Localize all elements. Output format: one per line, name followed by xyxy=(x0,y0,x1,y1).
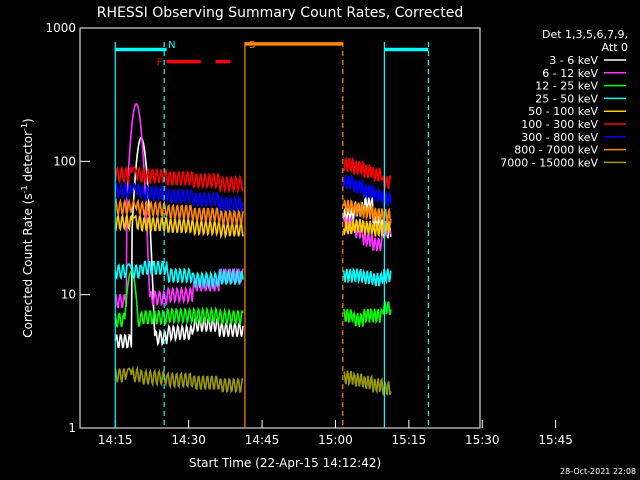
y-axis-label-sup2: -1 xyxy=(20,123,29,131)
legend-entry-0: 3 - 6 keV xyxy=(549,54,598,67)
tick-marks: 14:15 14:30 14:45 15:00 15:15 15:30 15:45 1 10 10… xyxy=(45,21,573,447)
legend-entry-6: 300 - 800 keV xyxy=(521,131,598,144)
series-line-5-b xyxy=(342,156,392,190)
x-axis-label: Start Time (22-Apr-15 14:12:42) xyxy=(189,456,381,470)
series-lines xyxy=(114,102,392,396)
series-line-1-a xyxy=(114,102,244,309)
y-axis-label-sup1: -1 xyxy=(20,185,29,193)
y-axis-label-start: Corrected Count Rate (s xyxy=(21,193,35,337)
x-tick-label-0: 14:15 xyxy=(98,433,133,447)
y-tick-label-0: 1 xyxy=(68,421,76,435)
series-line-6-a xyxy=(114,181,244,214)
legend-entry-4: 50 - 100 keV xyxy=(528,105,598,118)
x-tick-label-3: 15:00 xyxy=(318,433,353,447)
y-tick-label-3: 1000 xyxy=(45,21,76,35)
x-tick-label-4: 15:15 xyxy=(392,433,427,447)
attenuator-markers: NSF xyxy=(114,40,430,428)
legend-entry-5: 100 - 300 keV xyxy=(521,118,598,131)
x-tick-label-6: 15:45 xyxy=(538,433,573,447)
footer-date: 28-Oct-2021 22:08 xyxy=(560,467,636,476)
vertical-marker-label-1: N xyxy=(168,40,175,51)
series-line-7-a xyxy=(114,197,244,227)
series-line-5-a xyxy=(114,165,244,194)
x-tick-label-2: 14:45 xyxy=(245,433,280,447)
legend-entry-1: 6 - 12 keV xyxy=(542,67,598,80)
y-axis-label-end: ) xyxy=(21,118,35,123)
series-line-4-a xyxy=(114,213,244,240)
series-line-2-b xyxy=(342,300,392,328)
series-line-3-a xyxy=(114,260,244,290)
y-tick-label-1: 10 xyxy=(61,288,76,302)
y-axis-label-mid: detector xyxy=(21,131,35,186)
legend-entry-8: 7000 - 15000 keV xyxy=(500,156,598,169)
series-line-6-b xyxy=(342,175,392,209)
legend-entry-7: 800 - 7000 keV xyxy=(514,144,598,157)
series-line-3-b xyxy=(342,267,392,287)
series-line-4-b xyxy=(342,218,392,238)
legend-entry-2: 12 - 25 keV xyxy=(535,80,598,93)
series-line-8-b xyxy=(343,370,392,396)
series-line-7-b xyxy=(342,199,392,224)
y-axis-label: Corrected Count Rate (s-1 detector-1) xyxy=(20,118,35,337)
series-line-2-a xyxy=(114,270,244,328)
series-line-8-a xyxy=(114,365,244,394)
x-tick-label-5: 15:30 xyxy=(465,433,500,447)
y-tick-label-2: 100 xyxy=(53,154,76,168)
chart-title: RHESSI Observing Summary Count Rates, Co… xyxy=(97,5,463,21)
x-tick-label-1: 14:30 xyxy=(171,433,206,447)
plot-frame xyxy=(79,27,481,429)
legend-header-attenuator: Att 0 xyxy=(602,41,628,54)
state-bar-label-3: F xyxy=(157,58,163,69)
legend-entry-3: 25 - 50 keV xyxy=(535,92,598,105)
legend-header-detectors: Det 1,3,5,6,7,9, xyxy=(542,28,628,41)
